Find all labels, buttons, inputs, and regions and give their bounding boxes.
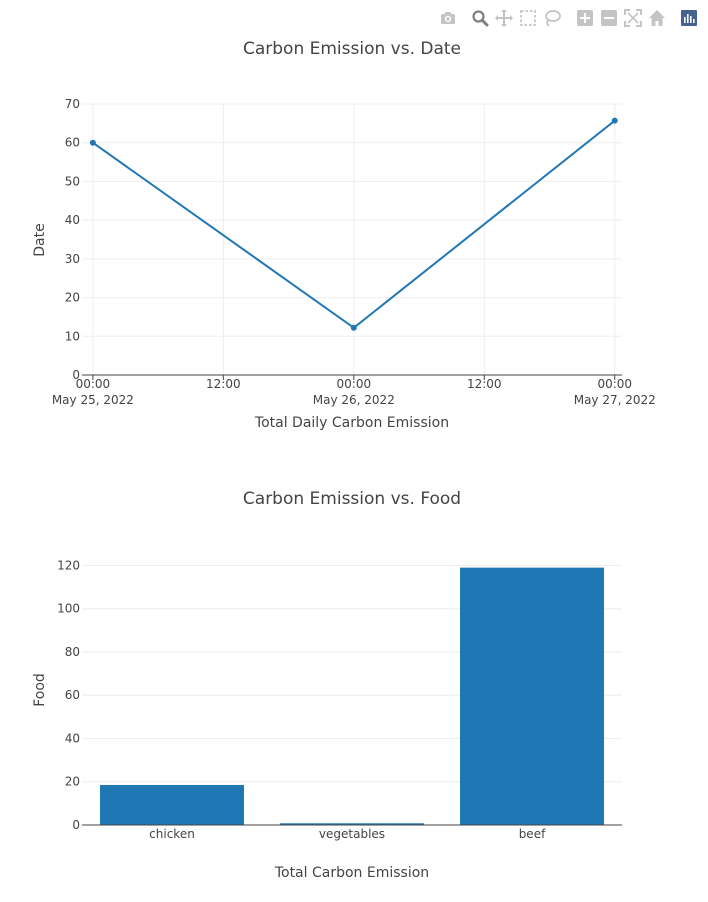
bar-beef[interactable] — [460, 567, 604, 825]
zoom-in-icon[interactable] — [575, 8, 595, 28]
bar-chart-bars[interactable] — [100, 567, 604, 825]
x-tick-label: beef — [519, 827, 546, 841]
zoom-out-icon[interactable] — [599, 8, 619, 28]
y-tick-label: 60 — [65, 688, 80, 702]
y-tick-label: 120 — [57, 558, 80, 572]
data-point[interactable] — [611, 117, 618, 124]
x-tick-label: 12:00 — [206, 377, 241, 391]
line-chart-x-axis-label: Total Daily Carbon Emission — [254, 415, 449, 431]
line-chart-x-ticks: 00:00 May 25, 2022 12:00 00:00 May 26, 2022 1… — [52, 377, 656, 407]
x-tick-label: chicken — [149, 827, 195, 841]
y-tick-label: 20 — [65, 775, 80, 789]
line-chart-series[interactable] — [89, 117, 618, 331]
x-tick-label: 00:00 — [597, 377, 632, 391]
x-tick-label: 00:00 — [76, 377, 111, 391]
line-chart-axes — [82, 374, 622, 380]
y-tick-label: 40 — [65, 213, 80, 227]
autoscale-icon[interactable] — [623, 8, 643, 28]
y-tick-label: 50 — [65, 174, 80, 188]
plotly-logo-icon[interactable] — [679, 8, 699, 28]
y-tick-label: 60 — [65, 136, 80, 150]
x-tick-date-label: May 27, 2022 — [574, 393, 656, 407]
data-point[interactable] — [89, 139, 96, 146]
zoom-icon[interactable] — [470, 8, 490, 28]
line-chart-title: Carbon Emission vs. Date — [243, 39, 461, 59]
y-tick-label: 80 — [65, 645, 80, 659]
y-tick-label: 30 — [65, 252, 80, 266]
y-tick-label: 20 — [65, 291, 80, 305]
bar-chart-x-axis-label: Total Carbon Emission — [274, 865, 429, 881]
y-tick-label: 100 — [57, 602, 80, 616]
bar-chart[interactable]: 0 20 40 60 80 100 120 chicken vegetables beef Ca… — [32, 489, 622, 881]
pan-icon[interactable] — [494, 8, 514, 28]
modebar-toolbar — [438, 8, 700, 28]
bar-chicken[interactable] — [100, 784, 244, 825]
line-chart-gridlines — [82, 103, 622, 375]
line-chart-y-axis-label: Date — [32, 223, 48, 256]
bar-chart-y-ticks: 0 20 40 60 80 100 120 — [57, 558, 80, 832]
x-tick-label: vegetables — [319, 827, 385, 841]
bar-chart-title: Carbon Emission vs. Food — [243, 489, 461, 509]
y-tick-label: 40 — [65, 731, 80, 745]
y-tick-label: 0 — [72, 368, 80, 382]
line-chart-y-ticks: 0 10 20 30 40 50 60 70 — [65, 97, 80, 382]
lasso-select-icon[interactable] — [542, 8, 562, 28]
x-tick-date-label: May 26, 2022 — [313, 393, 395, 407]
x-tick-label: 00:00 — [337, 377, 372, 391]
bar-chart-y-axis-label: Food — [32, 673, 48, 707]
data-point[interactable] — [350, 324, 357, 331]
bar-vegetables[interactable] — [280, 823, 424, 825]
camera-icon[interactable] — [438, 8, 458, 28]
x-tick-date-label: May 25, 2022 — [52, 393, 134, 407]
x-tick-label: 12:00 — [467, 377, 502, 391]
y-tick-label: 0 — [72, 818, 80, 832]
reset-axes-icon[interactable] — [647, 8, 667, 28]
box-select-icon[interactable] — [518, 8, 538, 28]
y-tick-label: 70 — [65, 97, 80, 111]
bar-chart-x-ticks: chicken vegetables beef — [149, 827, 546, 841]
y-tick-label: 10 — [65, 329, 80, 343]
